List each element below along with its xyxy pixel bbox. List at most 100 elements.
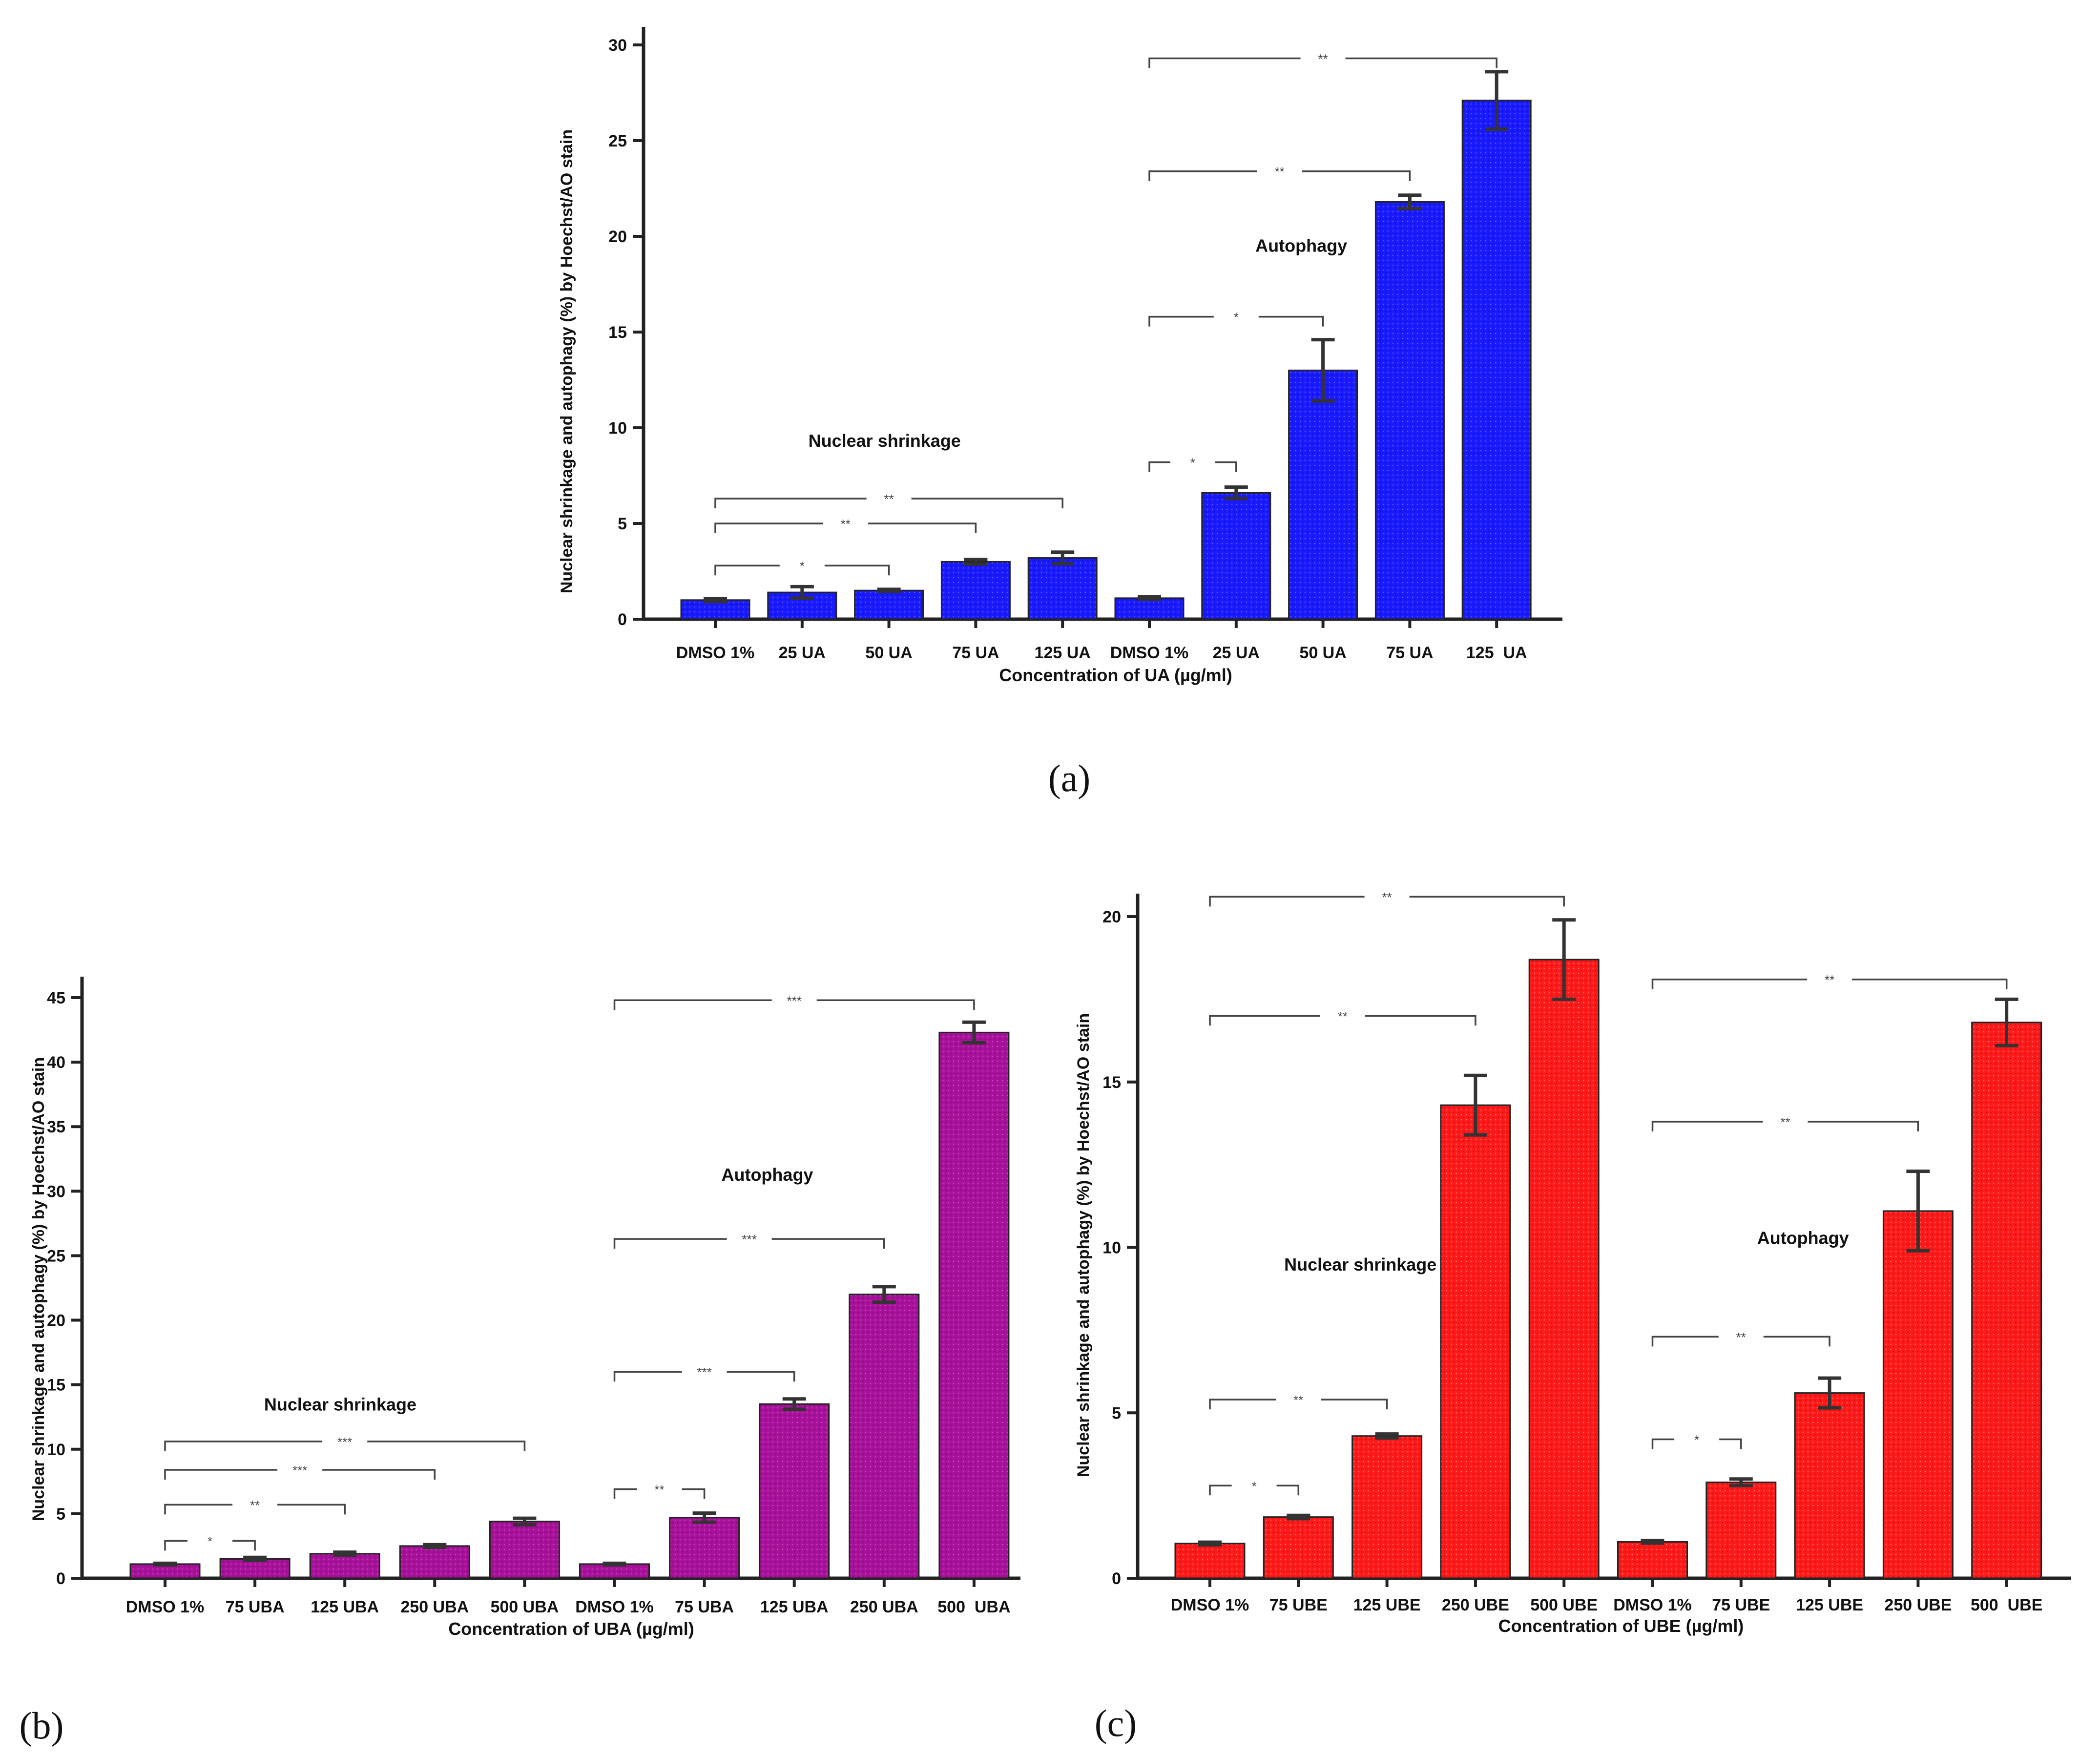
significance-label: ** <box>1275 165 1285 179</box>
significance-line <box>1148 461 1170 472</box>
error-bar <box>1818 1376 1842 1410</box>
y-tick-label: 45 <box>47 989 65 1007</box>
significance-label: ** <box>654 1483 664 1497</box>
significance-label: *** <box>337 1435 352 1449</box>
error-bar <box>704 597 727 604</box>
x-tick-label: 75 UBA <box>226 1598 285 1616</box>
significance-bracket: ** <box>1148 51 1497 68</box>
x-tick-label: 125 UBA <box>760 1598 829 1616</box>
significance-line <box>1148 170 1257 181</box>
x-tick-label: 125 UBE <box>1796 1596 1863 1614</box>
significance-bracket: ** <box>164 1498 346 1515</box>
x-tick-label: 75 UBE <box>1269 1596 1328 1614</box>
bar <box>1794 1392 1865 1579</box>
bar <box>940 561 1011 620</box>
bar <box>399 1545 470 1579</box>
y-tick-label: 5 <box>56 1505 65 1524</box>
x-tick-label: 50 UA <box>865 644 912 662</box>
chart-panel-a: Nuclear shrinkage and autophagy (%) by H… <box>558 27 1562 685</box>
significance-label: * <box>208 1534 212 1548</box>
significance-bracket: * <box>1209 1479 1300 1496</box>
significance-label: ** <box>1293 1393 1303 1407</box>
y-tick-label: 35 <box>47 1118 65 1136</box>
bar <box>849 1294 920 1579</box>
significance-line <box>1321 1399 1388 1410</box>
bar <box>854 589 924 620</box>
y-tick-label: 10 <box>47 1441 65 1459</box>
error-bar <box>1198 1540 1222 1547</box>
error-bar <box>1224 485 1248 501</box>
y-axis-label: Nuclear shrinkage and autophagy (%) by H… <box>29 1057 48 1521</box>
x-tick-label: 75 UBE <box>1712 1596 1770 1614</box>
y-tick-label: 25 <box>47 1247 65 1265</box>
significance-label: ** <box>1318 51 1328 66</box>
significance-label: ** <box>1736 1330 1746 1344</box>
x-tick-label: 75 UBA <box>675 1598 734 1616</box>
significance-label: *** <box>697 1365 711 1380</box>
significance-bracket: ** <box>1209 1393 1388 1410</box>
bar <box>669 1517 740 1579</box>
y-axis-label: Nuclear shrinkage and autophagy (%) by H… <box>558 129 576 593</box>
bar <box>1351 1435 1423 1579</box>
panel-label-a: (a) <box>1048 757 1091 799</box>
x-axis-label: Concentration of UBA (µg/ml) <box>448 1619 694 1639</box>
panel-label-c: (c) <box>1095 1702 1137 1744</box>
significance-line <box>1651 1336 1719 1347</box>
y-tick-label: 30 <box>47 1182 65 1201</box>
error-bar <box>243 1555 267 1563</box>
y-tick-label: 25 <box>608 132 627 150</box>
significance-bracket: ** <box>1209 890 1565 907</box>
error-bar <box>423 1543 447 1549</box>
error-bar <box>790 585 814 600</box>
bar <box>309 1553 380 1579</box>
bar <box>1440 1104 1511 1579</box>
error-bar <box>692 1511 716 1524</box>
group-label: Nuclear shrinkage <box>809 431 961 451</box>
significance-label: ** <box>250 1498 260 1512</box>
significance-label: *** <box>742 1232 756 1247</box>
y-tick-label: 20 <box>47 1312 65 1330</box>
significance-line <box>1258 315 1324 327</box>
significance-bracket: * <box>1651 1432 1742 1449</box>
significance-bracket: * <box>1148 456 1237 472</box>
significance-line <box>164 1441 323 1451</box>
significance-line <box>1719 1438 1742 1449</box>
x-tick-label: 75 UA <box>952 644 999 662</box>
significance-line <box>367 1441 526 1451</box>
significance-line <box>1345 57 1497 68</box>
x-tick-label: DMSO 1% <box>676 644 755 662</box>
significance-line <box>613 1238 727 1249</box>
bar <box>1027 557 1098 620</box>
significance-line <box>868 523 977 533</box>
significance-line <box>613 1371 682 1382</box>
significance-bracket: * <box>1148 310 1324 327</box>
significance-line <box>1276 1484 1300 1496</box>
significance-line <box>1651 978 1808 989</box>
bar <box>489 1521 560 1579</box>
significance-line <box>322 1469 436 1480</box>
bar <box>1617 1541 1688 1579</box>
error-bar <box>1485 70 1509 131</box>
x-tick-label: 250 UBA <box>400 1598 469 1616</box>
error-bar <box>1375 1432 1399 1440</box>
significance-line <box>1651 1438 1675 1449</box>
x-tick-label: 500 UBE <box>1530 1596 1598 1614</box>
group-label: Nuclear shrinkage <box>264 1395 416 1415</box>
significance-line <box>816 999 975 1010</box>
significance-line <box>1409 896 1565 907</box>
significance-bracket: ** <box>1209 1009 1476 1026</box>
x-tick-label: DMSO 1% <box>1171 1596 1249 1614</box>
bar <box>1263 1516 1334 1579</box>
y-tick-label: 20 <box>608 228 627 246</box>
significance-bracket: ** <box>714 517 977 533</box>
x-tick-label: 125 UA <box>1035 644 1091 662</box>
error-bar <box>1729 1477 1753 1487</box>
error-bar <box>1641 1539 1664 1545</box>
significance-label: ** <box>1825 973 1834 987</box>
error-bar <box>1552 918 1576 1001</box>
significance-label: ** <box>1338 1009 1348 1024</box>
y-tick-label: 20 <box>1102 908 1121 926</box>
error-bar <box>877 587 901 594</box>
